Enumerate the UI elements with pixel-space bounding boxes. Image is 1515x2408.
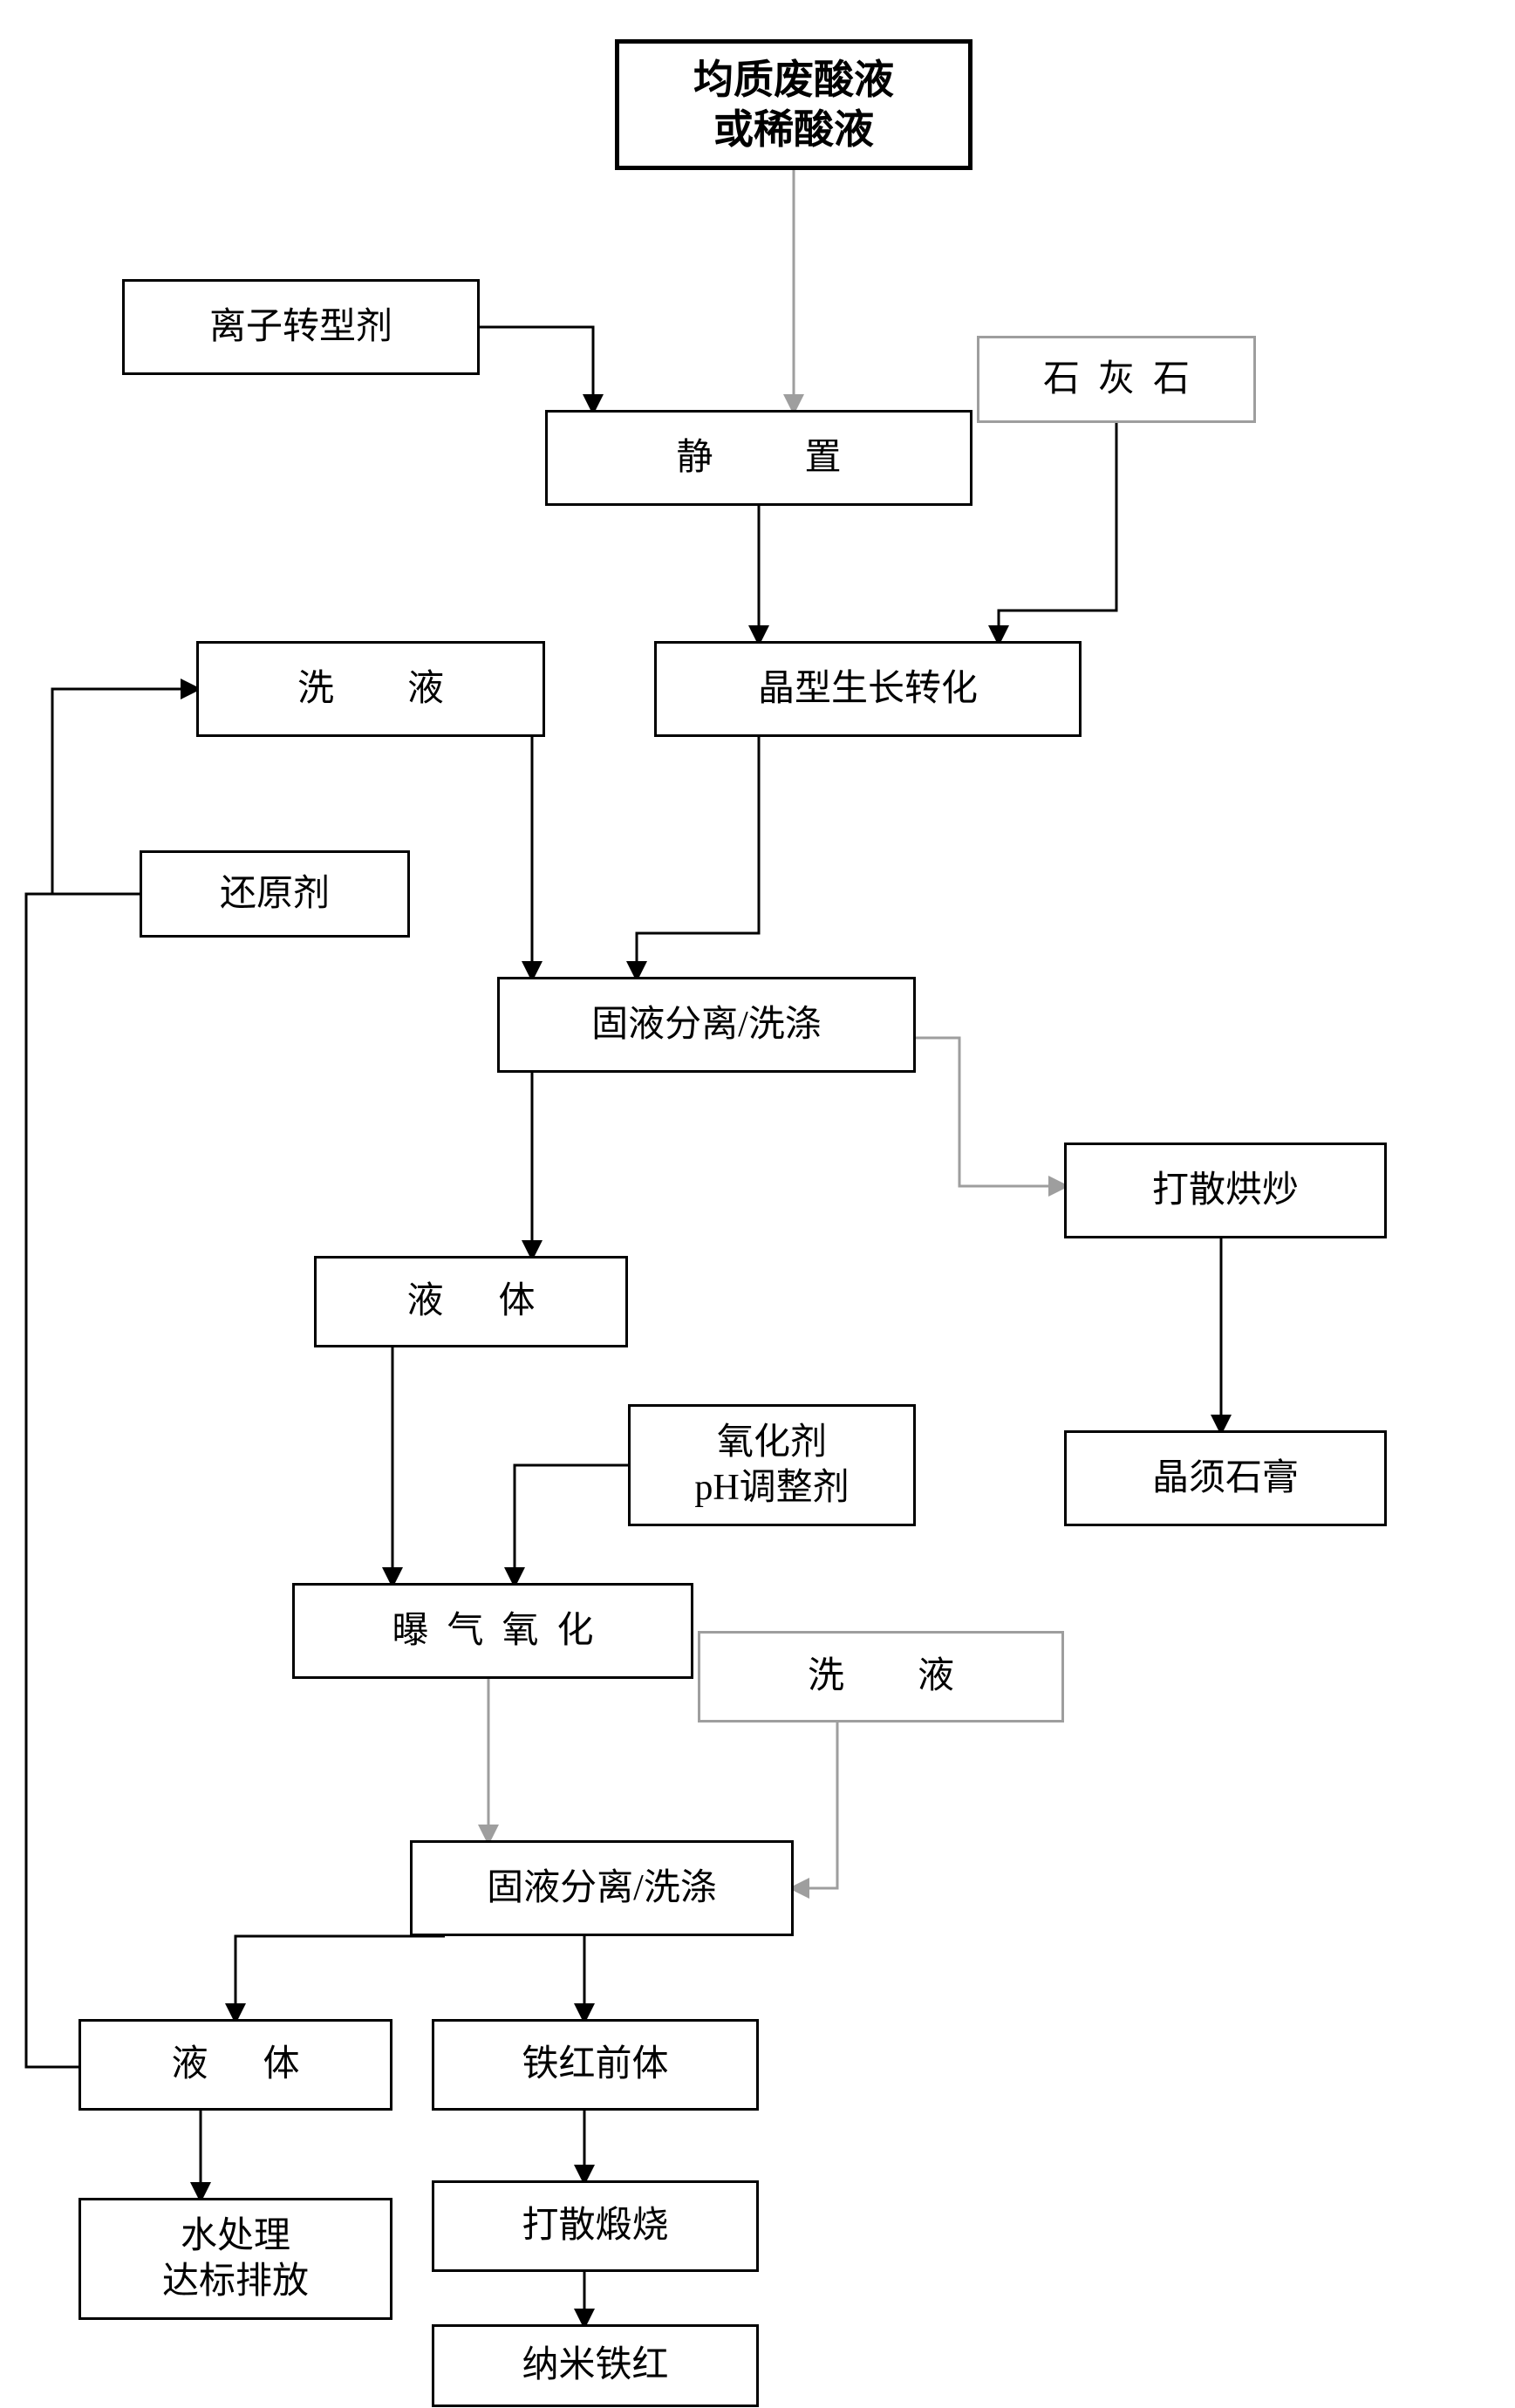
flow-node-n_water: 水处理 达标排放 [78, 2198, 392, 2320]
flow-edge-1 [480, 327, 593, 410]
flow-node-n_sep1: 固液分离/洗涤 [497, 977, 916, 1073]
flow-edge-17 [26, 894, 78, 2067]
flow-edge-7 [916, 1038, 1064, 1186]
flow-node-label: 晶型生长转化 [758, 666, 978, 713]
flow-node-label: 铁红前体 [522, 2042, 668, 2088]
flow-node-n_calcine: 打散煅烧 [432, 2180, 759, 2272]
flow-node-label: 静 置 [676, 435, 841, 481]
flow-node-label: 洗 液 [808, 1654, 954, 1700]
flow-node-n_liquid1: 液 体 [314, 1256, 628, 1347]
flow-node-label: 晶须石膏 [1152, 1456, 1299, 1502]
flow-node-label: 固液分离/洗涤 [591, 1002, 822, 1048]
flow-node-n_oxidant: 氧化剂 pH调整剂 [628, 1404, 916, 1526]
flow-node-n_whisker: 晶须石膏 [1064, 1430, 1387, 1526]
flow-node-label: 液 体 [406, 1279, 535, 1325]
flow-node-label: 曝 气 氧 化 [392, 1608, 593, 1654]
flow-edge-13 [794, 1722, 837, 1888]
flow-node-n_aerate: 曝 气 氧 化 [292, 1583, 693, 1679]
flow-node-label: 还原剂 [220, 871, 330, 917]
flow-node-label: 洗 液 [297, 666, 444, 713]
flow-node-n_dry: 打散烘炒 [1064, 1143, 1387, 1238]
flow-node-n_precursor: 铁红前体 [432, 2019, 759, 2111]
flow-node-label: 离子转型剂 [209, 304, 392, 351]
flow-node-label: 氧化剂 pH调整剂 [694, 1420, 849, 1511]
flow-node-n_lime: 石 灰 石 [977, 336, 1256, 423]
flow-edge-14 [235, 1936, 445, 2019]
flow-node-n_sep2: 固液分离/洗涤 [410, 1840, 794, 1936]
flow-node-label: 均质废酸液 或稀酸液 [693, 55, 894, 155]
flow-node-n_liquid2: 液 体 [78, 2019, 392, 2111]
flow-edge-2 [999, 423, 1116, 641]
flow-node-n_source: 均质废酸液 或稀酸液 [615, 39, 972, 170]
flow-node-n_ion: 离子转型剂 [122, 279, 480, 375]
flow-node-n_reducer: 还原剂 [140, 850, 410, 938]
flow-node-label: 打散烘炒 [1152, 1168, 1299, 1214]
flow-node-label: 水处理 达标排放 [162, 2214, 309, 2305]
flow-node-n_nano: 纳米铁红 [432, 2324, 759, 2407]
flow-node-label: 石 灰 石 [1043, 357, 1190, 403]
flow-node-n_crystal: 晶型生长转化 [654, 641, 1082, 737]
flow-node-n_settle: 静 置 [545, 410, 972, 506]
flow-node-label: 打散煅烧 [522, 2203, 668, 2249]
flowchart-canvas: 均质废酸液 或稀酸液离子转型剂石 灰 石静 置洗 液 晶型生长转化还原剂固液分离/… [0, 0, 1515, 2408]
flow-node-label: 液 体 [171, 2042, 299, 2088]
flow-node-n_wash2: 洗 液 [698, 1631, 1064, 1722]
flow-node-label: 固液分离/洗涤 [487, 1866, 717, 1912]
flow-node-label: 纳米铁红 [522, 2343, 668, 2389]
flow-node-n_wash1: 洗 液 [196, 641, 545, 737]
flow-edge-4 [637, 737, 759, 977]
flow-edge-11 [515, 1465, 628, 1583]
